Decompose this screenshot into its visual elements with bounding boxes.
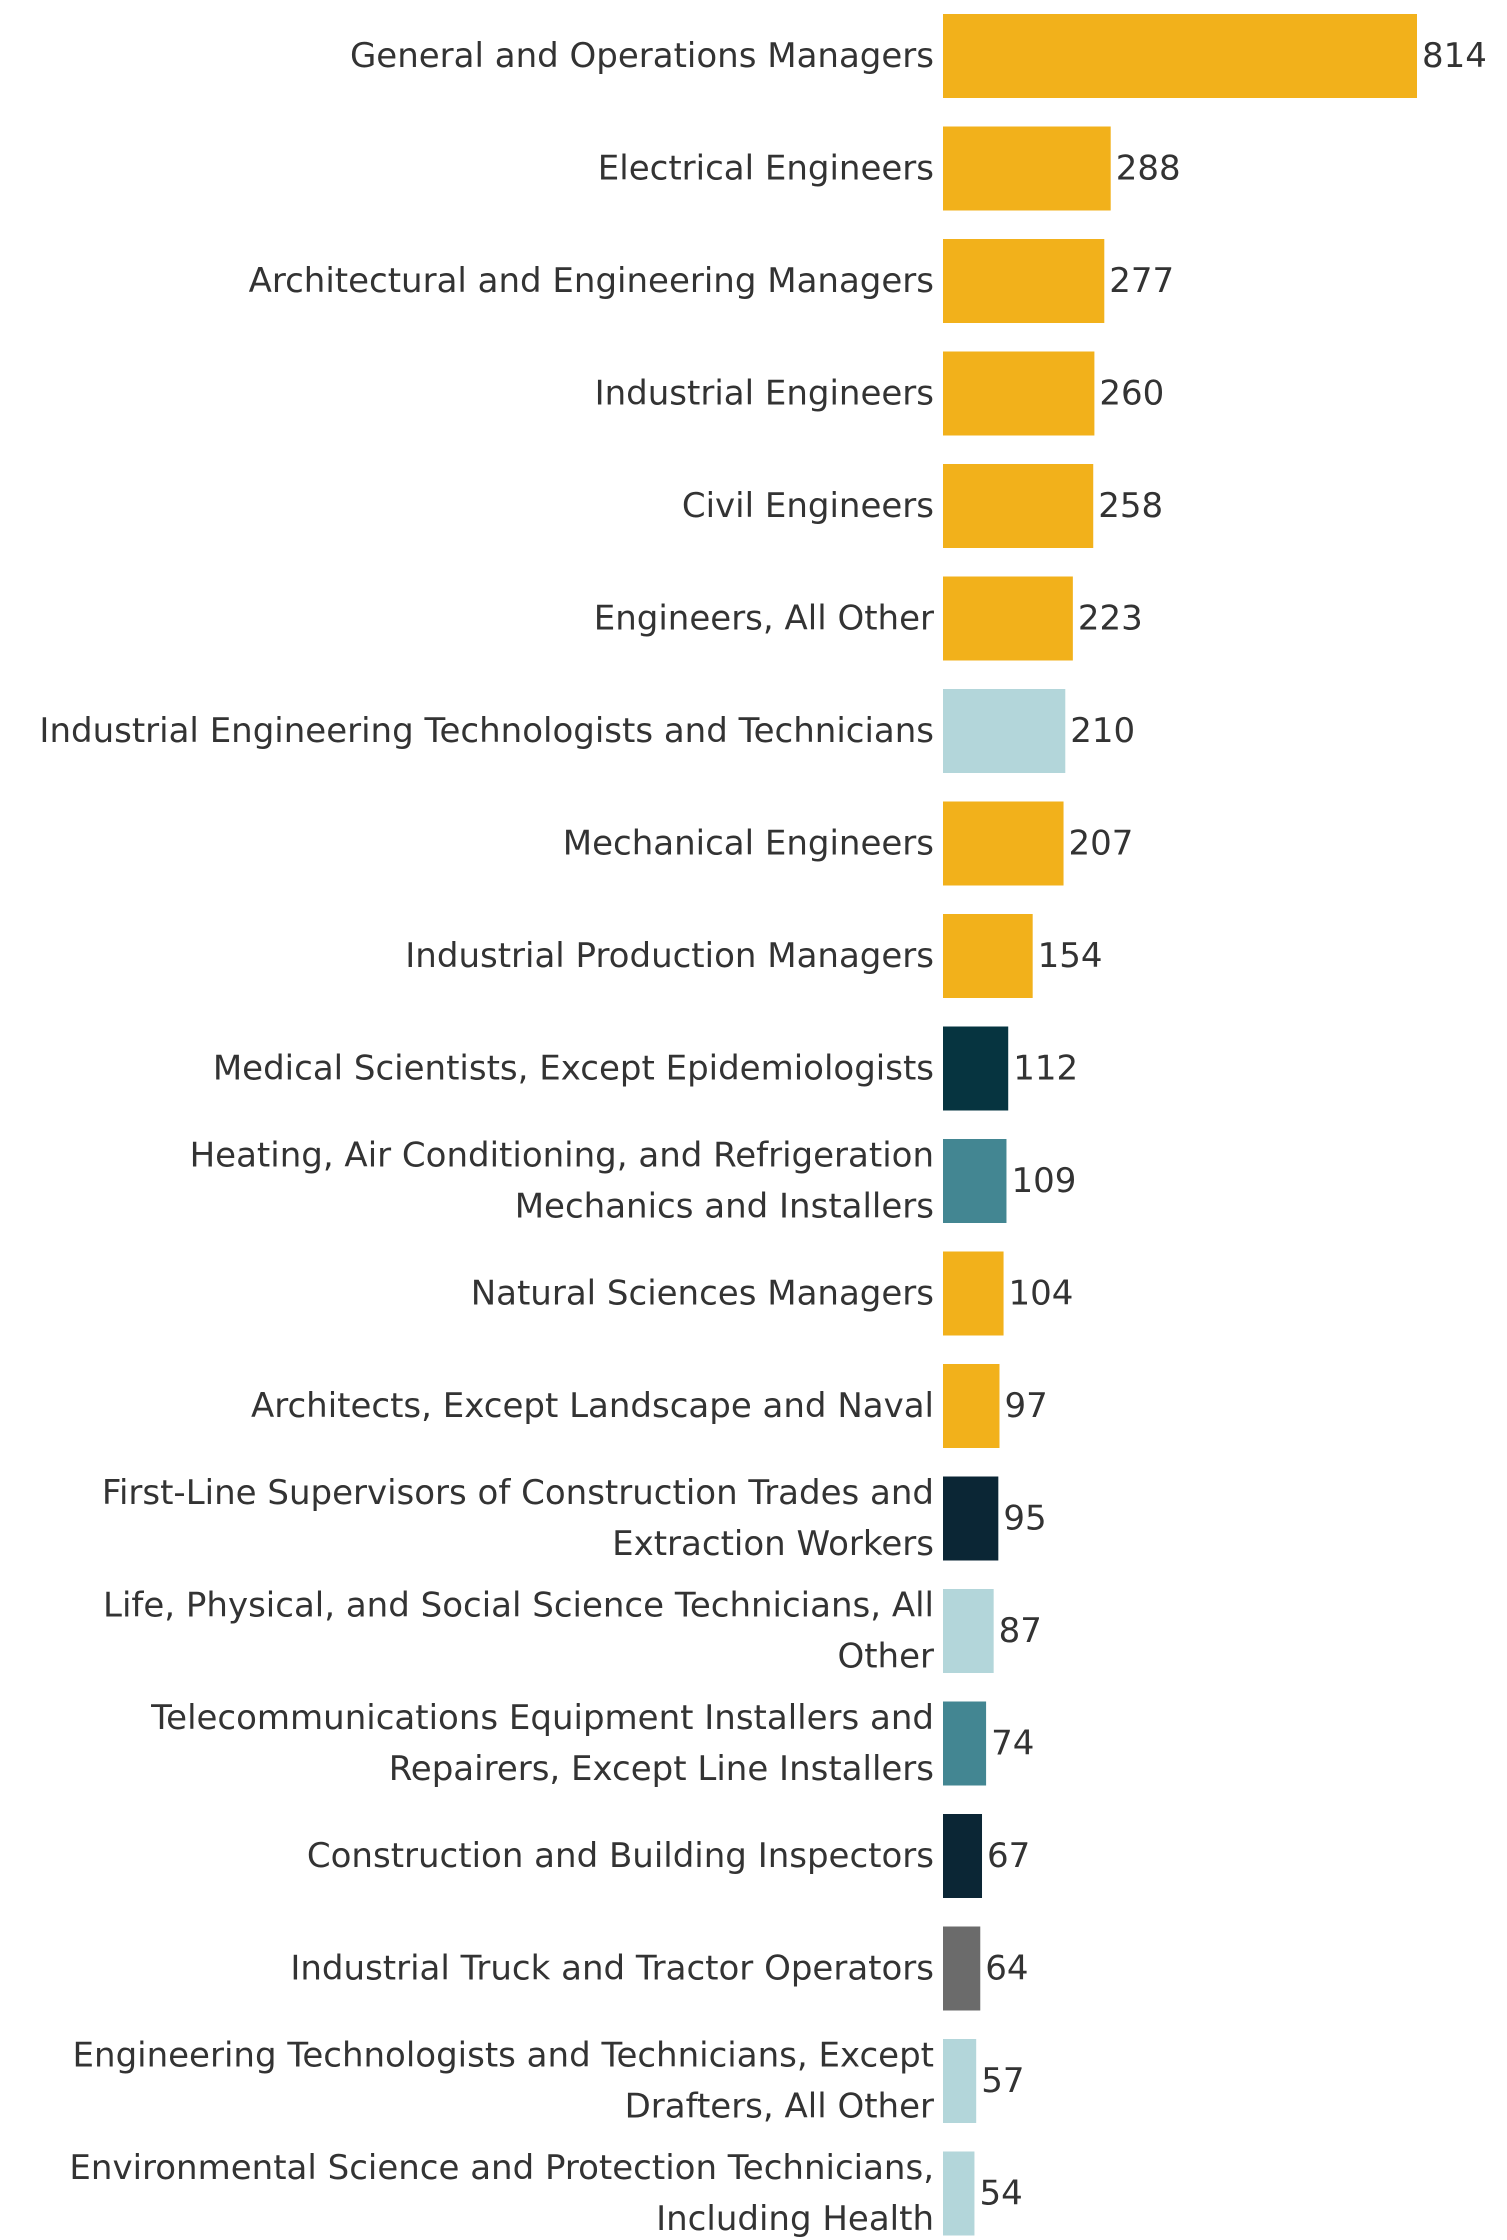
value-label: 258 xyxy=(1098,486,1163,526)
value-label: 288 xyxy=(1116,149,1181,189)
category-label: Engineering Technologists and Technician… xyxy=(73,2036,934,2076)
bar-group: Construction and Building Inspectors 67 xyxy=(307,1814,1030,1898)
category-label: Other xyxy=(837,1637,934,1677)
bar xyxy=(943,1026,1009,1111)
bar-group: General and Operations Managers 814 xyxy=(350,14,1487,98)
category-label: Civil Engineers xyxy=(682,486,934,526)
value-label: 67 xyxy=(987,1836,1030,1876)
category-label: Medical Scientists, Except Epidemiologis… xyxy=(213,1049,934,1089)
bar xyxy=(943,1926,981,2011)
bar xyxy=(943,914,1033,998)
category-label: Engineers, All Other xyxy=(594,599,934,639)
category-label: Industrial Engineers xyxy=(595,374,934,414)
bar xyxy=(943,2151,975,2236)
value-label: 109 xyxy=(1011,1161,1076,1201)
category-label: Telecommunications Equipment Installers … xyxy=(150,1698,934,1738)
bar-group: Heating, Air Conditioning, and Refrigera… xyxy=(190,1136,1077,1227)
bar xyxy=(943,464,1094,548)
value-label: 112 xyxy=(1013,1049,1078,1089)
category-label: Life, Physical, and Social Science Techn… xyxy=(103,1586,934,1626)
bar xyxy=(943,801,1064,886)
value-label: 154 xyxy=(1038,936,1103,976)
value-label: 64 xyxy=(985,1949,1028,1989)
bar-group: Telecommunications Equipment Installers … xyxy=(150,1698,1034,1789)
value-label: 95 xyxy=(1003,1499,1046,1539)
bar-group: Engineering Technologists and Technician… xyxy=(73,2036,1025,2127)
category-label: Heating, Air Conditioning, and Refrigera… xyxy=(190,1136,934,1176)
bar-group: Industrial Production Managers 154 xyxy=(405,914,1103,998)
category-label: Including Health xyxy=(656,2199,934,2239)
category-label: Electrical Engineers xyxy=(598,149,934,189)
value-label: 277 xyxy=(1109,261,1174,301)
category-label: Construction and Building Inspectors xyxy=(307,1836,934,1876)
bar xyxy=(943,126,1111,211)
bar xyxy=(943,239,1105,323)
category-label: Industrial Production Managers xyxy=(405,936,934,976)
bar xyxy=(943,2039,977,2123)
bar-group: Medical Scientists, Except Epidemiologis… xyxy=(213,1026,1078,1111)
value-label: 104 xyxy=(1009,1274,1074,1314)
value-label: 54 xyxy=(979,2174,1022,2214)
bar-group: Electrical Engineers 288 xyxy=(598,126,1181,211)
bar-group: First-Line Supervisors of Construction T… xyxy=(102,1473,1047,1564)
category-label: General and Operations Managers xyxy=(350,36,934,76)
value-label: 260 xyxy=(1099,374,1164,414)
bar xyxy=(943,689,1066,773)
bar xyxy=(943,1476,999,1561)
bar-group: Mechanical Engineers 207 xyxy=(563,801,1134,886)
value-label: 74 xyxy=(991,1724,1034,1764)
category-label: Extraction Workers xyxy=(612,1524,934,1564)
category-label: First-Line Supervisors of Construction T… xyxy=(102,1473,934,1513)
bar-group: Natural Sciences Managers 104 xyxy=(471,1251,1074,1336)
bar xyxy=(943,1589,994,1673)
bar xyxy=(943,1139,1007,1223)
bar-group: Life, Physical, and Social Science Techn… xyxy=(103,1586,1042,1677)
category-label: Mechanical Engineers xyxy=(563,824,934,864)
bar-group: Environmental Science and Protection Tec… xyxy=(69,2148,1022,2239)
bar-group: Architectural and Engineering Managers 27… xyxy=(249,239,1174,323)
value-label: 207 xyxy=(1069,824,1134,864)
value-label: 97 xyxy=(1004,1386,1047,1426)
bar-group: Civil Engineers 258 xyxy=(682,464,1163,548)
category-label: Architectural and Engineering Managers xyxy=(249,261,934,301)
value-label: 814 xyxy=(1422,36,1487,76)
bar xyxy=(943,576,1073,661)
category-label: Repairers, Except Line Installers xyxy=(389,1749,934,1789)
category-label: Natural Sciences Managers xyxy=(471,1274,934,1314)
value-label: 87 xyxy=(999,1611,1042,1651)
bar xyxy=(943,1364,1000,1448)
bar-group: Industrial Engineers 260 xyxy=(595,351,1164,436)
bar xyxy=(943,351,1095,436)
category-label: Industrial Engineering Technologists and… xyxy=(39,711,934,751)
bar-group: Industrial Engineering Technologists and… xyxy=(39,689,1135,773)
bar xyxy=(943,14,1417,98)
bar xyxy=(943,1814,983,1898)
category-label: Industrial Truck and Tractor Operators xyxy=(290,1949,934,1989)
value-label: 210 xyxy=(1070,711,1135,751)
category-label: Environmental Science and Protection Tec… xyxy=(69,2148,934,2188)
bar xyxy=(943,1251,1004,1336)
value-label: 57 xyxy=(981,2061,1024,2101)
bar-group: Engineers, All Other 223 xyxy=(594,576,1143,661)
bar-group: Industrial Truck and Tractor Operators 64 xyxy=(290,1926,1029,2011)
bar xyxy=(943,1701,987,1786)
category-label: Mechanics and Installers xyxy=(515,1187,934,1227)
category-label: Architects, Except Landscape and Naval xyxy=(251,1386,934,1426)
category-label: Drafters, All Other xyxy=(625,2087,934,2127)
value-label: 223 xyxy=(1078,599,1143,639)
bar-group: Architects, Except Landscape and Naval 97 xyxy=(251,1364,1048,1448)
